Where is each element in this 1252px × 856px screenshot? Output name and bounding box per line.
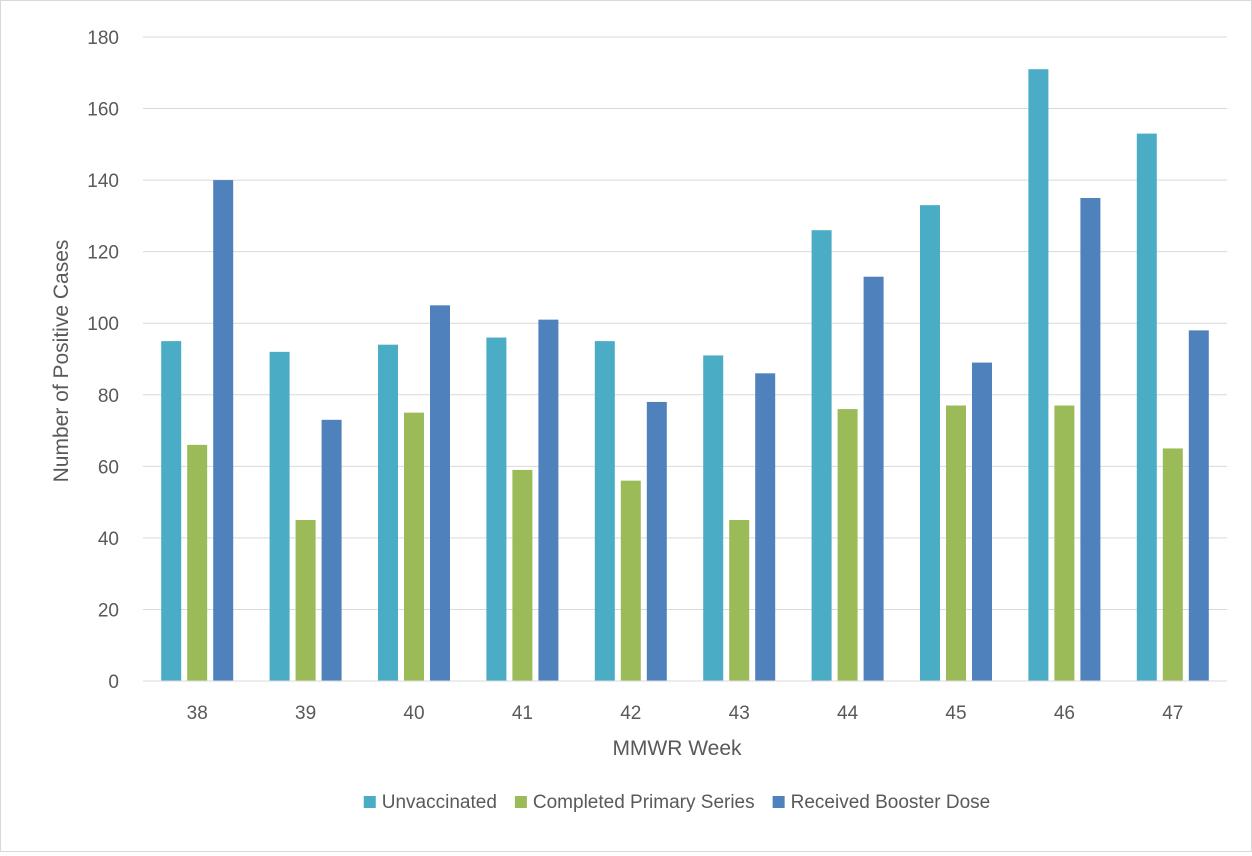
y-axis-title: Number of Positive Cases [50,240,73,483]
bar [404,412,424,681]
legend-label: Received Booster Dose [791,792,991,813]
bar [321,419,342,681]
y-tick-label: 140 [87,171,119,192]
x-tick-label: 40 [403,703,424,724]
bar [538,319,559,681]
bar [295,520,316,681]
y-tick-label: 120 [87,243,119,264]
x-tick-label: 38 [187,703,208,724]
legend-swatch [772,796,785,808]
x-axis-ticks: 38 39 40 41 42 43 44 45 46 47 [187,703,1184,724]
bar [863,276,884,681]
bar [187,444,208,681]
bar [486,337,507,681]
x-tick-label: 46 [1054,703,1075,724]
x-tick-label: 43 [729,703,750,724]
y-axis-ticks: 0 20 40 60 80 100 120 140 160 180 [87,28,119,693]
bar [729,520,750,681]
bar [646,401,667,681]
bar [946,405,966,681]
y-tick-label: 0 [108,672,119,693]
legend-swatch [514,796,527,808]
bar [594,341,615,681]
bar [703,355,724,681]
x-tick-label: 45 [945,703,966,724]
bar [1054,405,1075,681]
y-tick-label: 40 [98,529,119,550]
legend-item: Received Booster Dose [772,792,991,813]
bar [269,351,290,681]
bar [755,373,776,681]
legend-item: Unvaccinated [363,792,497,813]
y-tick-label: 180 [87,28,119,49]
legend-label: Unvaccinated [382,792,497,813]
bar [378,344,398,681]
bar [430,305,450,681]
legend-swatch [363,796,376,808]
bar [620,480,641,681]
bar [161,341,182,681]
bar [1188,330,1209,681]
legend: Unvaccinated Completed Primary Series Rece… [363,792,991,813]
y-tick-label: 20 [98,600,119,621]
bar [1080,198,1101,681]
legend-item: Completed Primary Series [514,792,755,813]
x-tick-label: 41 [512,703,533,724]
x-tick-label: 39 [295,703,316,724]
bar [213,180,234,681]
y-tick-label: 80 [98,386,119,407]
bar [1136,133,1157,682]
bar [837,409,858,681]
x-axis-title: MMWR Week [612,737,742,760]
y-tick-label: 160 [87,100,119,121]
bar [1162,448,1183,681]
bar [972,362,992,681]
bars [161,69,1209,682]
x-tick-label: 42 [620,703,641,724]
legend-label: Completed Primary Series [533,792,755,813]
bar [811,230,832,681]
y-tick-label: 60 [98,457,119,478]
bar [920,205,940,681]
x-tick-label: 47 [1162,703,1183,724]
bar [512,469,533,681]
bar [1028,69,1049,681]
y-tick-label: 100 [87,314,119,335]
x-tick-label: 44 [837,703,859,724]
